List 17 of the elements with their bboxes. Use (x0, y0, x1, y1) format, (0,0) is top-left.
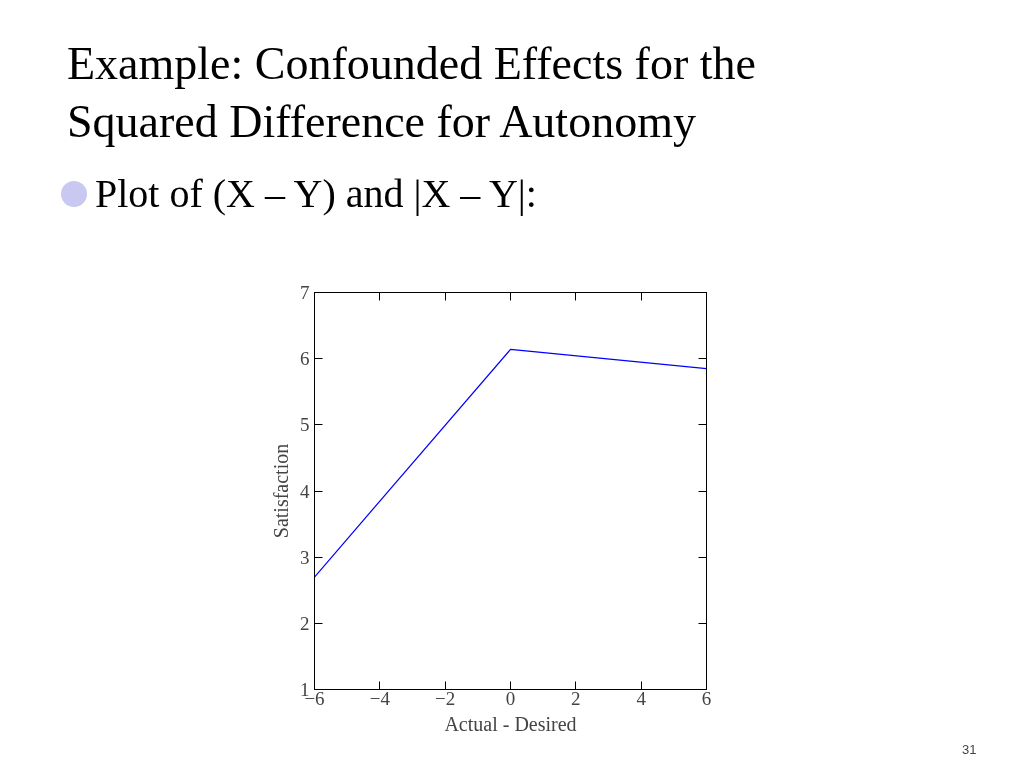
x-tick-label: 0 (505, 687, 516, 709)
x-axis-title: Actual - Desired (444, 712, 577, 735)
chart-subtitle: Plot of (X – Y) and |X – Y|: (94, 170, 537, 218)
y-tick-label: 2 (300, 612, 310, 634)
x-tick-label: −2 (435, 687, 456, 709)
x-tick-label: 4 (636, 687, 647, 709)
y-axis-title: Satisfaction (270, 443, 292, 539)
y-tick-label: 5 (300, 414, 310, 436)
text: 31 (962, 741, 977, 757)
chart-title: Example: Confounded Effects for the Squared Difference for Autonomy (67, 37, 757, 149)
x-tick-label: 2 (571, 687, 581, 709)
x-tick-label: 6 (701, 687, 712, 709)
y-tick-label: 6 (300, 348, 310, 370)
y-tick-label: 7 (300, 282, 310, 303)
y-tick-label: 4 (300, 480, 310, 502)
y-tick-label: 3 (300, 546, 310, 568)
x-tick-label: −4 (369, 687, 391, 709)
